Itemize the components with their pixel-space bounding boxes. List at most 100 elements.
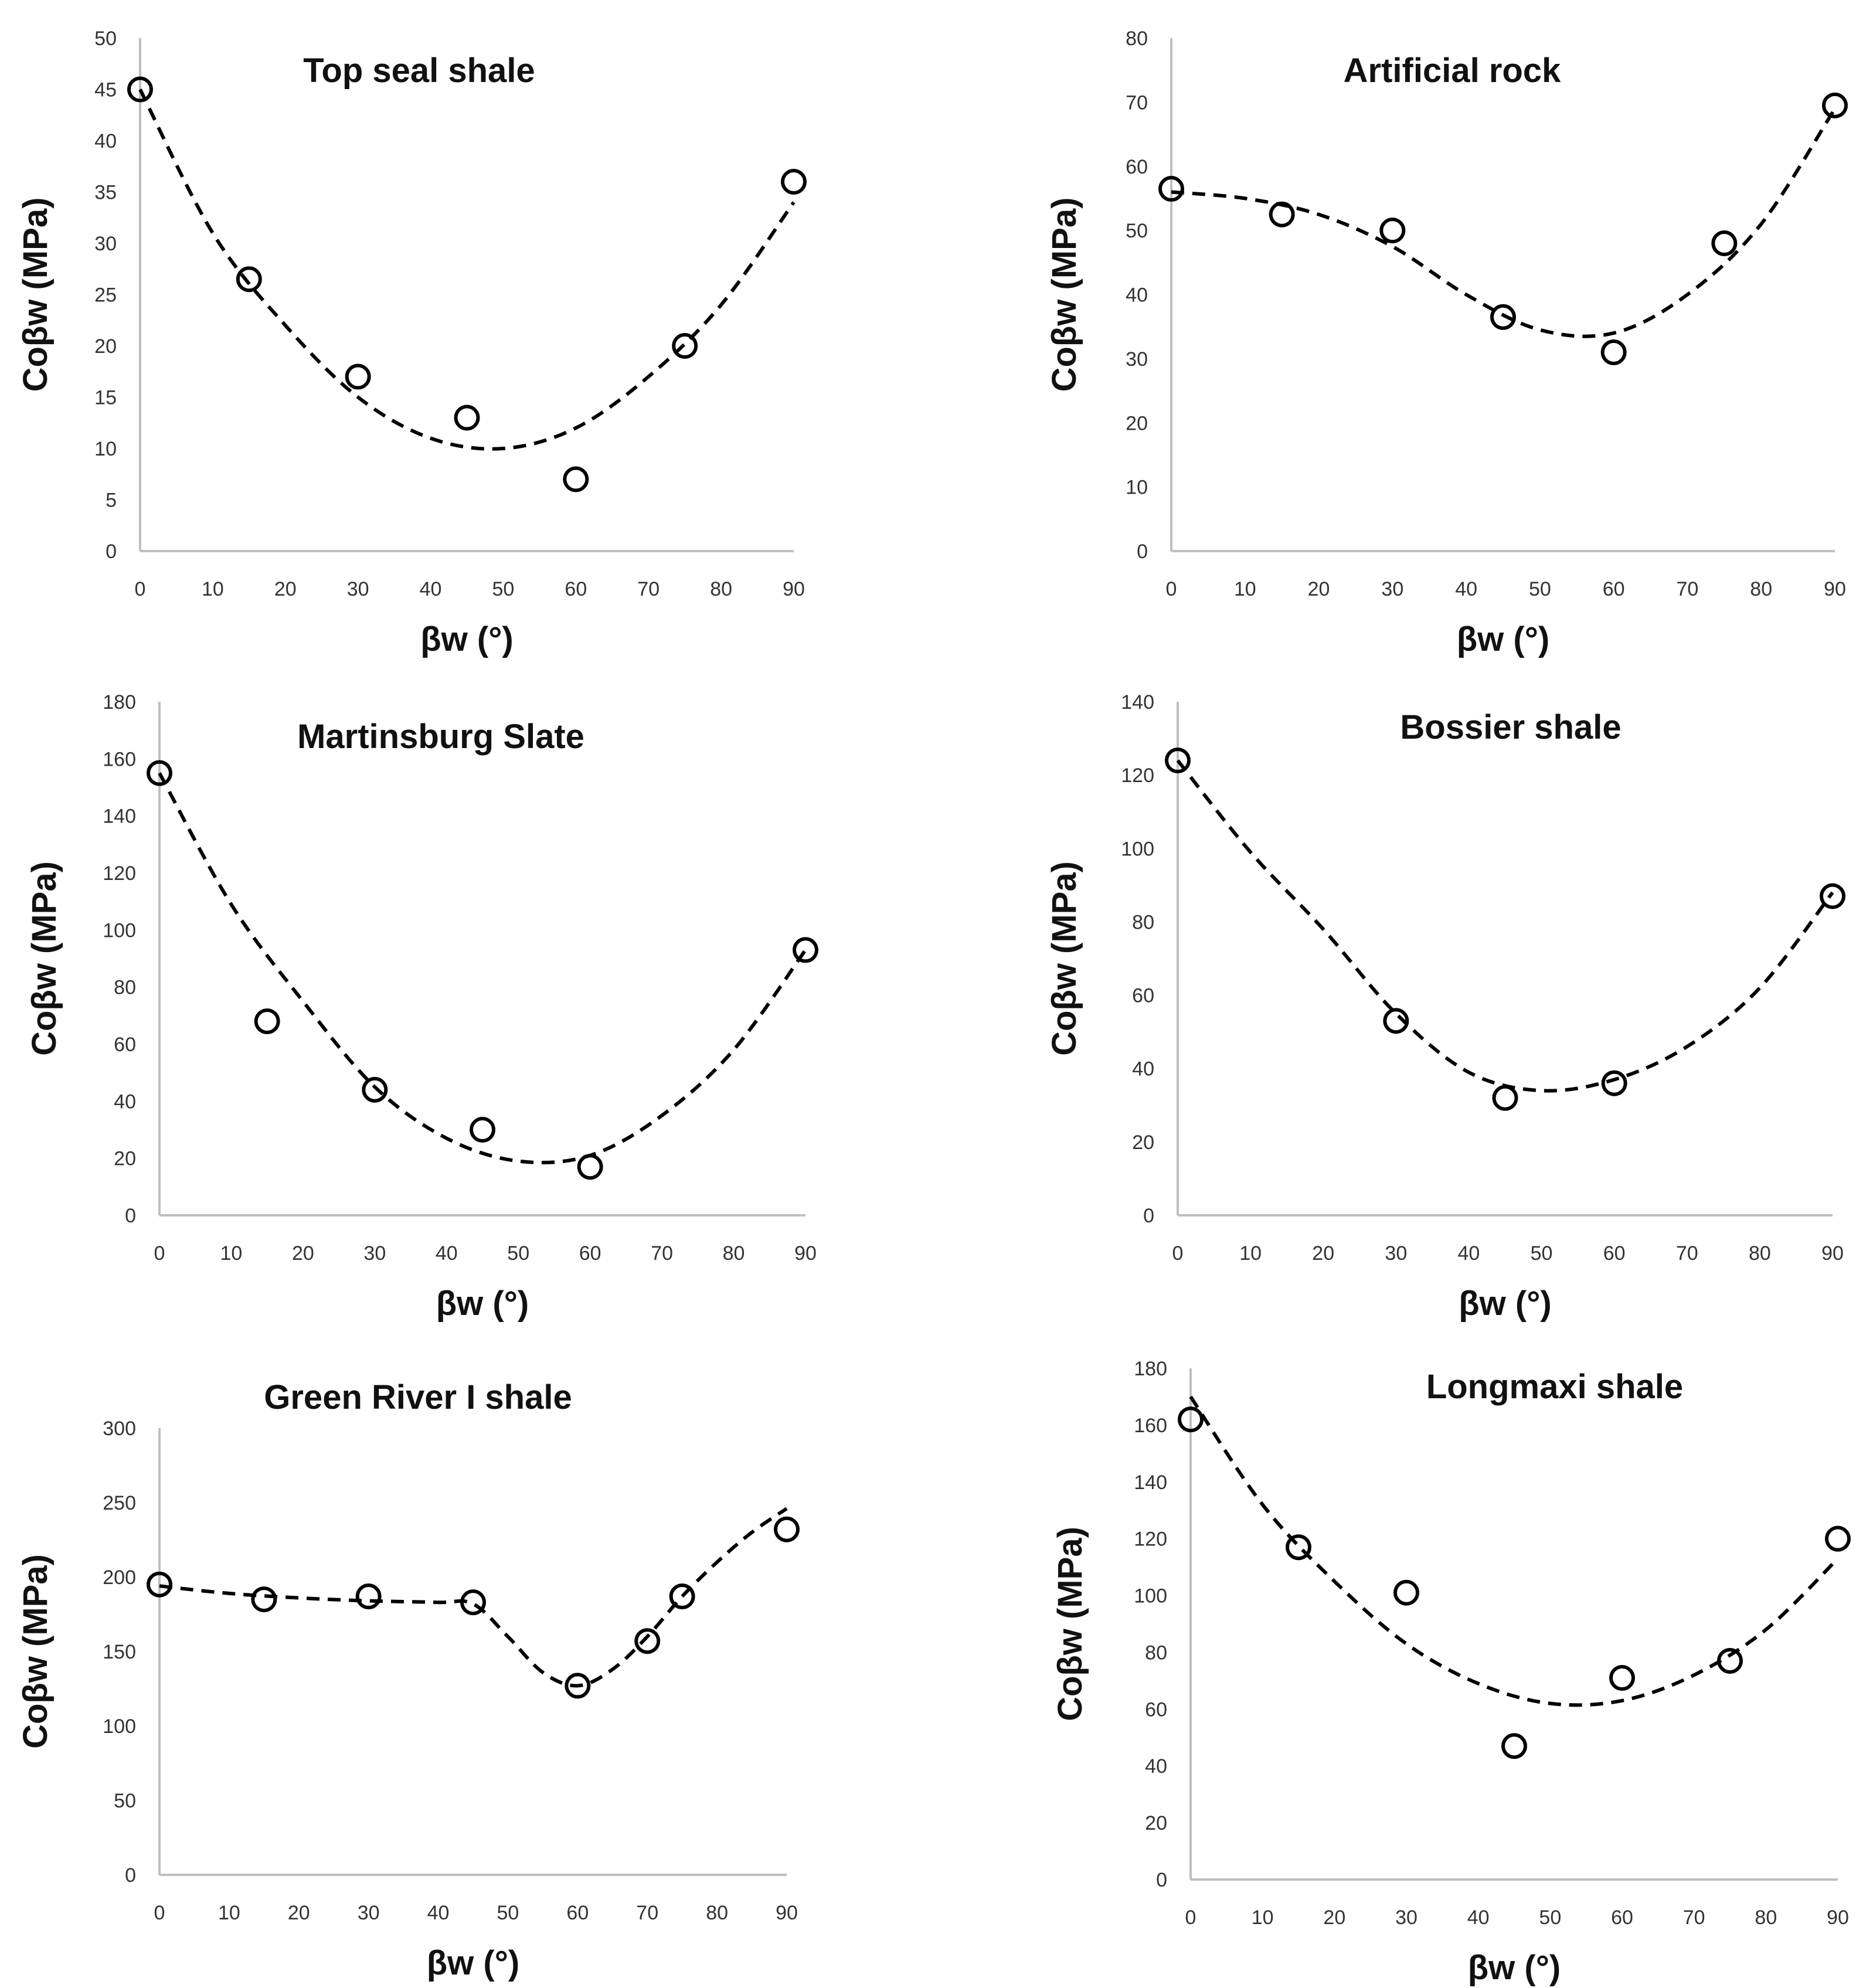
x-tick-label: 80 xyxy=(706,1902,728,1924)
x-tick-label: 40 xyxy=(420,578,442,600)
y-tick-label: 45 xyxy=(94,79,117,101)
fit-curve xyxy=(158,772,807,1165)
chart-panel: 0 10 20 30 40 50 60 70 80 0 10 20 30 40 50 60 70 80 90 Arti… xyxy=(1045,28,1848,658)
data-point xyxy=(470,1117,495,1143)
y-tick-label: 150 xyxy=(103,1641,136,1663)
y-tick-label: 40 xyxy=(114,1090,136,1113)
x-tick-label: 60 xyxy=(579,1242,601,1265)
y-tick-label: 140 xyxy=(1134,1472,1167,1494)
x-tick-label: 0 xyxy=(135,578,146,600)
fit-curve xyxy=(138,89,796,451)
data-point xyxy=(1717,1647,1743,1674)
data-point xyxy=(1379,218,1406,244)
data-point xyxy=(127,76,153,103)
data-point xyxy=(577,1154,603,1180)
data-point xyxy=(781,169,807,195)
x-tick-label: 60 xyxy=(1611,1907,1633,1929)
y-tick-label: 0 xyxy=(1137,541,1148,563)
y-tick-label: 120 xyxy=(1134,1528,1167,1551)
y-tick-label: 0 xyxy=(125,1205,136,1227)
x-axis-label: βw (°) xyxy=(420,620,513,658)
y-tick-label: 70 xyxy=(1126,91,1148,114)
chart-title: Green River I shale xyxy=(264,1378,572,1416)
y-tick-label: 40 xyxy=(1145,1755,1167,1778)
y-tick-label: 100 xyxy=(1134,1585,1167,1608)
y-axis-label: Coβw (MPa) xyxy=(16,1554,55,1749)
x-tick-label: 50 xyxy=(1531,1242,1553,1265)
y-tick-label: 40 xyxy=(1132,1058,1154,1080)
y-tick-label: 0 xyxy=(106,541,117,563)
y-tick-label: 160 xyxy=(1134,1415,1167,1437)
x-tick-label: 50 xyxy=(507,1242,529,1265)
data-point xyxy=(1609,1665,1635,1691)
data-point xyxy=(793,937,818,963)
y-tick-label: 300 xyxy=(103,1418,136,1440)
chart-title: Martinsburg Slate xyxy=(297,718,584,756)
x-tick-label: 80 xyxy=(1755,1907,1777,1929)
chart-panel: 0 20 40 60 80 100 120 140 160 180 0 10 20 30 40 50 60 70 8… xyxy=(1051,1358,1851,1987)
x-tick-label: 70 xyxy=(636,1902,658,1924)
data-point xyxy=(1820,883,1845,909)
y-tick-label: 80 xyxy=(1132,911,1154,933)
data-point xyxy=(1286,1534,1311,1561)
y-tick-label: 15 xyxy=(94,387,117,409)
x-tick-label: 40 xyxy=(1467,1907,1490,1929)
x-tick-label: 70 xyxy=(1683,1907,1705,1929)
x-axis-label: βw (°) xyxy=(1459,1284,1551,1323)
x-tick-label: 60 xyxy=(1603,578,1625,600)
x-tick-label: 20 xyxy=(1312,1242,1334,1265)
y-tick-label: 140 xyxy=(103,806,136,828)
y-tick-label: 5 xyxy=(106,490,117,512)
y-tick-label: 0 xyxy=(1143,1205,1154,1227)
y-tick-label: 180 xyxy=(1134,1358,1167,1380)
x-tick-label: 40 xyxy=(427,1902,450,1924)
x-axis-label: βw (°) xyxy=(427,1944,519,1982)
x-tick-label: 0 xyxy=(154,1242,165,1265)
chart-panel: 0 5 10 15 20 25 30 35 40 45 50 0 10 20 30 40 50 60 70 80 90 T… xyxy=(16,28,807,658)
y-tick-label: 50 xyxy=(94,28,117,50)
y-axis-label: Coβw (MPa) xyxy=(25,861,63,1056)
y-tick-label: 100 xyxy=(103,919,136,942)
data-point xyxy=(1383,1008,1409,1034)
chart-title: Bossier shale xyxy=(1400,708,1621,746)
data-point xyxy=(1711,230,1738,256)
data-point xyxy=(565,1673,591,1699)
y-tick-label: 40 xyxy=(94,130,117,152)
data-point xyxy=(1269,201,1295,227)
data-point xyxy=(147,1571,172,1598)
x-tick-label: 60 xyxy=(1603,1242,1626,1265)
y-tick-label: 20 xyxy=(94,335,117,358)
x-tick-label: 40 xyxy=(436,1242,458,1265)
x-tick-label: 80 xyxy=(1749,1242,1771,1265)
y-tick-label: 25 xyxy=(94,284,117,307)
x-tick-label: 50 xyxy=(1529,578,1551,600)
y-tick-label: 0 xyxy=(125,1864,136,1887)
y-tick-label: 10 xyxy=(1126,477,1148,499)
data-point xyxy=(147,760,172,786)
x-tick-label: 30 xyxy=(1385,1242,1407,1265)
data-point xyxy=(251,1586,277,1613)
y-tick-label: 80 xyxy=(1145,1642,1167,1664)
chart-panel: 0 50 100 150 200 250 300 0 10 20 30 40 50 60 70 80 90 Gre… xyxy=(16,1378,800,1982)
x-tick-label: 70 xyxy=(637,578,660,600)
x-tick-label: 50 xyxy=(497,1902,519,1924)
x-tick-label: 0 xyxy=(1166,578,1177,600)
data-point xyxy=(1601,1070,1627,1096)
data-point xyxy=(454,405,480,431)
x-tick-label: 20 xyxy=(288,1902,310,1924)
x-tick-label: 90 xyxy=(794,1242,817,1265)
fit-curve xyxy=(1171,107,1837,338)
x-tick-label: 20 xyxy=(1308,578,1330,600)
x-tick-label: 30 xyxy=(347,578,369,600)
data-point xyxy=(254,1008,280,1035)
x-tick-label: 90 xyxy=(1821,1242,1844,1265)
y-tick-label: 20 xyxy=(114,1148,136,1170)
x-tick-label: 90 xyxy=(1824,578,1846,600)
data-point xyxy=(345,363,371,390)
y-tick-label: 60 xyxy=(1145,1698,1167,1721)
data-point xyxy=(1158,176,1184,202)
x-axis-label: βw (°) xyxy=(1457,620,1549,658)
y-tick-label: 120 xyxy=(1121,764,1154,787)
y-tick-label: 60 xyxy=(1132,985,1154,1007)
